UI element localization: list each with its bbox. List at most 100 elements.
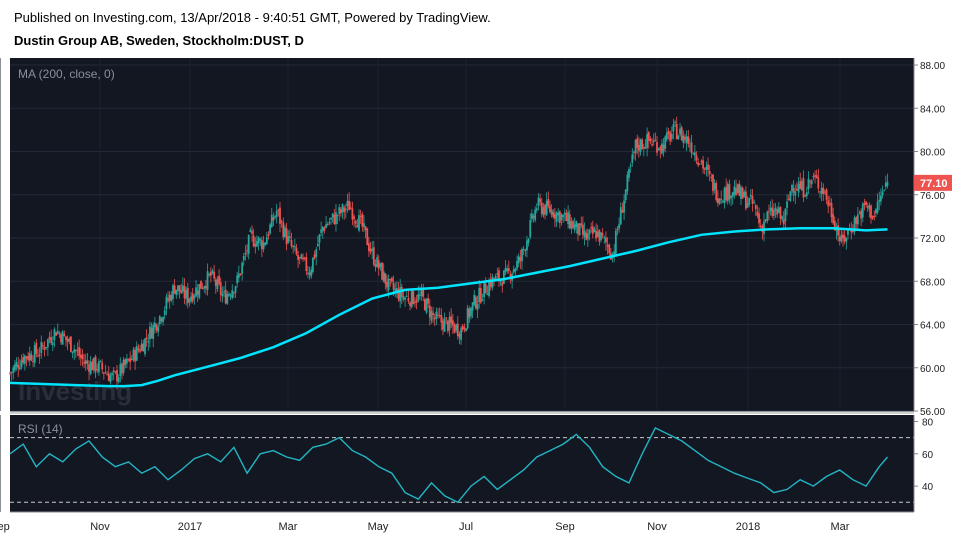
candle-body (442, 320, 444, 330)
candle-body (313, 254, 316, 259)
candle-body (65, 336, 67, 341)
candle-body (140, 343, 143, 351)
candle-body (129, 357, 132, 363)
candle-body (486, 293, 489, 296)
candle-body (628, 169, 630, 178)
candle-body (621, 209, 624, 213)
candle-body (101, 362, 104, 370)
candle-body (48, 336, 51, 340)
candle-body (626, 174, 629, 192)
candle-body (214, 279, 217, 286)
candle-body (298, 257, 301, 259)
candle-body (881, 191, 884, 196)
candle-body (135, 346, 138, 361)
candle-body (670, 133, 673, 140)
candle-body (447, 320, 449, 332)
candle-body (684, 136, 686, 140)
candle-body (832, 214, 835, 224)
candle-body (279, 207, 281, 224)
candle-body (321, 226, 324, 232)
candle-body (657, 148, 660, 150)
candle-body (208, 273, 211, 275)
candle-body (502, 270, 505, 284)
candle-body (91, 361, 94, 371)
candle-body (879, 195, 882, 202)
candle-body (744, 191, 747, 209)
candle-body (224, 289, 227, 304)
candle-body (769, 207, 772, 211)
candle-body (494, 275, 497, 281)
candle-body (191, 293, 194, 302)
candle-body (641, 139, 644, 150)
candle-body (552, 211, 555, 217)
candle-body (868, 205, 871, 210)
candle-body (608, 244, 611, 254)
time-tick-label: Sep (555, 521, 575, 533)
candle-body (149, 326, 151, 340)
candle-body (185, 289, 188, 299)
time-tick-label: Nov (90, 521, 110, 533)
candle-body (387, 278, 390, 290)
candle-body (695, 155, 698, 161)
candle-body (122, 359, 125, 373)
candle-body (840, 235, 843, 242)
candle-body (170, 294, 173, 301)
candle-body (119, 364, 122, 377)
rsi-pane-background (10, 415, 914, 512)
last-price-value: 77.10 (920, 178, 948, 190)
candle-body (754, 205, 757, 210)
candle-body (619, 207, 622, 225)
candle-body (404, 297, 407, 300)
candle-body (652, 140, 655, 143)
candle-body (710, 176, 713, 178)
candle-body (432, 312, 434, 316)
candle-body (886, 181, 889, 186)
candle-body (336, 215, 339, 217)
candle-body (789, 191, 792, 201)
candle-body (265, 237, 268, 245)
candle-body (540, 202, 543, 214)
candle-body (264, 242, 267, 245)
candle-body (654, 139, 657, 141)
candle-body (766, 211, 769, 221)
candle-body (463, 327, 466, 330)
candle-body (262, 242, 265, 250)
candle-body (830, 202, 833, 218)
candle-body (726, 183, 729, 202)
candle-body (188, 298, 191, 303)
candle-body (272, 217, 275, 221)
candle-body (410, 289, 413, 308)
candle-body (466, 308, 469, 329)
candle-body (260, 240, 263, 250)
candle-body (71, 351, 74, 354)
candle-body (86, 360, 89, 364)
candle-body (290, 240, 293, 247)
candle-body (573, 224, 576, 231)
candle-body (781, 216, 784, 220)
candle-body (682, 135, 685, 143)
candle-body (746, 203, 749, 208)
candle-body (837, 225, 839, 236)
candle-body (535, 208, 538, 211)
candle-body (824, 191, 826, 193)
candle-body (570, 221, 573, 230)
candle-body (98, 361, 100, 373)
candle-body (563, 212, 566, 215)
candle-body (580, 223, 583, 226)
candle-body (675, 123, 678, 140)
candle-body (445, 317, 448, 319)
candle-body (470, 307, 472, 317)
ma-line (9, 227, 888, 388)
candle-body (420, 289, 423, 296)
candle-body (356, 224, 359, 228)
candle-body (791, 185, 793, 192)
candle-body (521, 248, 523, 262)
candle-body (637, 144, 640, 151)
candle-body (516, 260, 518, 269)
candle-body (288, 236, 291, 239)
candle-body (756, 211, 759, 216)
candle-body (845, 237, 848, 242)
candle-body (269, 224, 272, 234)
candle-body (70, 336, 72, 352)
